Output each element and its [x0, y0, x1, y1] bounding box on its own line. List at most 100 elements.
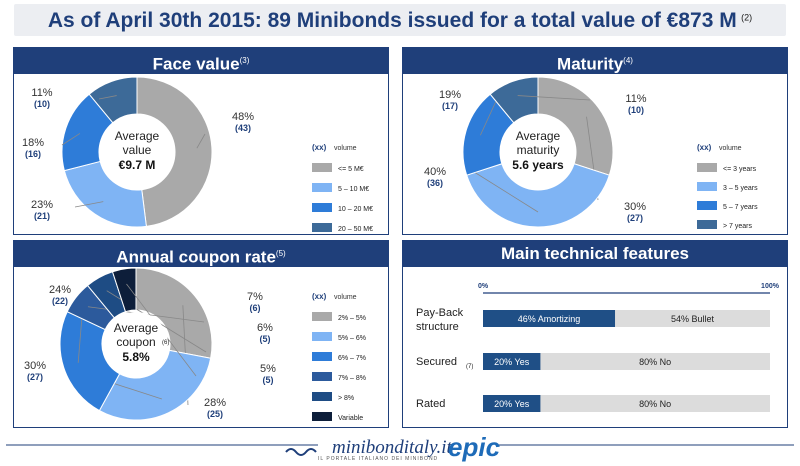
legend-label-0-0: <= 5 M€ — [338, 166, 364, 173]
slice-2-1 — [98, 349, 212, 421]
count-label-1-1: (36) — [427, 178, 443, 188]
legend-swatch-2-2 — [312, 352, 332, 361]
leader-0-1 — [74, 201, 104, 208]
gauge-light-text-1: 80% No — [639, 357, 671, 367]
slice-0-0 — [136, 76, 213, 227]
legend-label-1-0: <= 3 years — [723, 166, 757, 173]
count-label-2-5: (5) — [263, 375, 274, 385]
gauge-dark-text-1: 20% Yes — [494, 357, 530, 367]
slice-1-3 — [489, 76, 539, 124]
center-line2-2: coupon — [116, 335, 155, 349]
coupon-title: Annual coupon rate — [116, 247, 276, 267]
footer-rule — [6, 444, 794, 456]
legend-label-0-1: 5 – 10 M€ — [338, 186, 369, 193]
pct-label-2-0: 28% — [204, 397, 226, 409]
center-line2-1: maturity — [517, 143, 560, 157]
leader-1-3 — [517, 95, 591, 101]
count-label-1-0: (27) — [627, 213, 643, 223]
legend-title-0: (xx) — [312, 143, 327, 152]
legend-swatch-2-5 — [312, 412, 332, 421]
gauge-fill-2 — [483, 395, 541, 412]
maturity-title: Maturity — [557, 54, 624, 74]
pct-label-2-5: 5% — [260, 363, 276, 375]
pct-label-2-2: 24% — [49, 284, 71, 296]
count-label-2-0: (25) — [207, 409, 223, 419]
donut-hole-0 — [101, 116, 173, 188]
legend-swatch-1-2 — [697, 201, 717, 210]
count-label-1-2: (17) — [442, 101, 458, 111]
legend-label-2-4: > 8% — [338, 395, 354, 402]
face-value-header: Face value(3) — [14, 48, 388, 74]
slice-2-2 — [59, 310, 121, 412]
gauge-bg-2 — [483, 395, 770, 412]
legend-suffix-1: volume — [719, 145, 742, 152]
donut-hole-2 — [104, 312, 168, 376]
count-label-2-3: (6) — [250, 303, 261, 313]
legend-suffix-0: volume — [334, 145, 357, 152]
leader-0-0 — [196, 133, 206, 149]
gauge-light-text-0: 54% Bullet — [671, 314, 715, 324]
leader-1-1 — [470, 169, 539, 213]
headline-text: As of April 30th 2015: 89 Minibonds issu… — [47, 9, 737, 32]
count-label-1-3: (10) — [628, 105, 644, 115]
legend-label-2-3: 7% – 8% — [338, 375, 366, 382]
pct-label-0-2: 18% — [22, 137, 44, 149]
footer — [0, 438, 800, 466]
partner-logo: epic — [448, 432, 501, 462]
headline-note: (2) — [741, 12, 753, 23]
gauge-bg-1 — [483, 353, 770, 370]
legend-swatch-1-0 — [697, 163, 717, 172]
brand-name: minibonditaly.it — [332, 437, 452, 458]
legend-title-2: (xx) — [312, 292, 327, 301]
pct-label-0-3: 11% — [31, 87, 52, 99]
row-label-line1-0: Pay-Back — [416, 307, 464, 319]
legend-swatch-1-3 — [697, 220, 717, 229]
gauge-light-text-2: 80% No — [639, 399, 671, 409]
center-value-2: 5.8% — [122, 350, 150, 364]
leader-0-2 — [61, 133, 81, 146]
center-value-1: 5.6 years — [512, 158, 564, 172]
legend-swatch-2-1 — [312, 332, 332, 341]
count-label-0-1: (21) — [34, 211, 50, 221]
slice-1-1 — [466, 163, 610, 228]
slice-0-1 — [63, 160, 147, 228]
count-label-0-3: (10) — [34, 99, 50, 109]
legend-swatch-0-0 — [312, 163, 332, 172]
slice-1-0 — [537, 76, 614, 176]
count-label-2-4: (5) — [260, 334, 271, 344]
legend-swatch-1-1 — [697, 182, 717, 191]
axis-min-label: 0% — [478, 283, 489, 290]
legend-label-2-1: 5% – 6% — [338, 335, 366, 342]
center-line2-0: value — [123, 143, 152, 157]
center-line1-0: Average — [115, 129, 160, 143]
legend-label-0-3: 20 – 50 M€ — [338, 226, 373, 233]
row-label-1: Secured — [416, 356, 457, 368]
center-note-2: (6) — [162, 340, 169, 346]
count-label-2-2: (22) — [52, 296, 68, 306]
face-value-title: Face value — [152, 54, 240, 74]
pct-label-1-0: 30% — [624, 201, 646, 213]
slice-2-5 — [111, 267, 137, 313]
leader-0-3 — [98, 95, 117, 100]
slice-0-3 — [88, 76, 138, 124]
legend-swatch-0-2 — [312, 203, 332, 212]
face-value-note: (3) — [239, 56, 250, 65]
legend-label-2-0: 2% – 5% — [338, 315, 366, 322]
gauge-fill-1 — [483, 353, 541, 370]
gauge-dark-text-0: 46% Amortizing — [518, 314, 581, 324]
legend-swatch-2-0 — [312, 312, 332, 321]
legend-label-1-1: 3 – 5 years — [723, 185, 758, 192]
legend-label-2-5: Variable — [338, 415, 363, 422]
pct-label-1-3: 11% — [625, 93, 646, 105]
legend-label-1-3: > 7 years — [723, 223, 752, 230]
maturity-header: Maturity(4) — [403, 48, 787, 74]
legend-title-1: (xx) — [697, 143, 712, 152]
row-label-line2-0: structure — [416, 321, 459, 333]
legend-suffix-2: volume — [334, 294, 357, 301]
leader-1-2 — [480, 98, 498, 136]
count-label-2-1: (27) — [27, 372, 43, 382]
coupon-note: (5) — [275, 249, 286, 258]
features-title: Main technical features — [500, 244, 689, 263]
pct-label-2-4: 6% — [257, 322, 273, 334]
gauge-fill-0 — [483, 310, 616, 327]
